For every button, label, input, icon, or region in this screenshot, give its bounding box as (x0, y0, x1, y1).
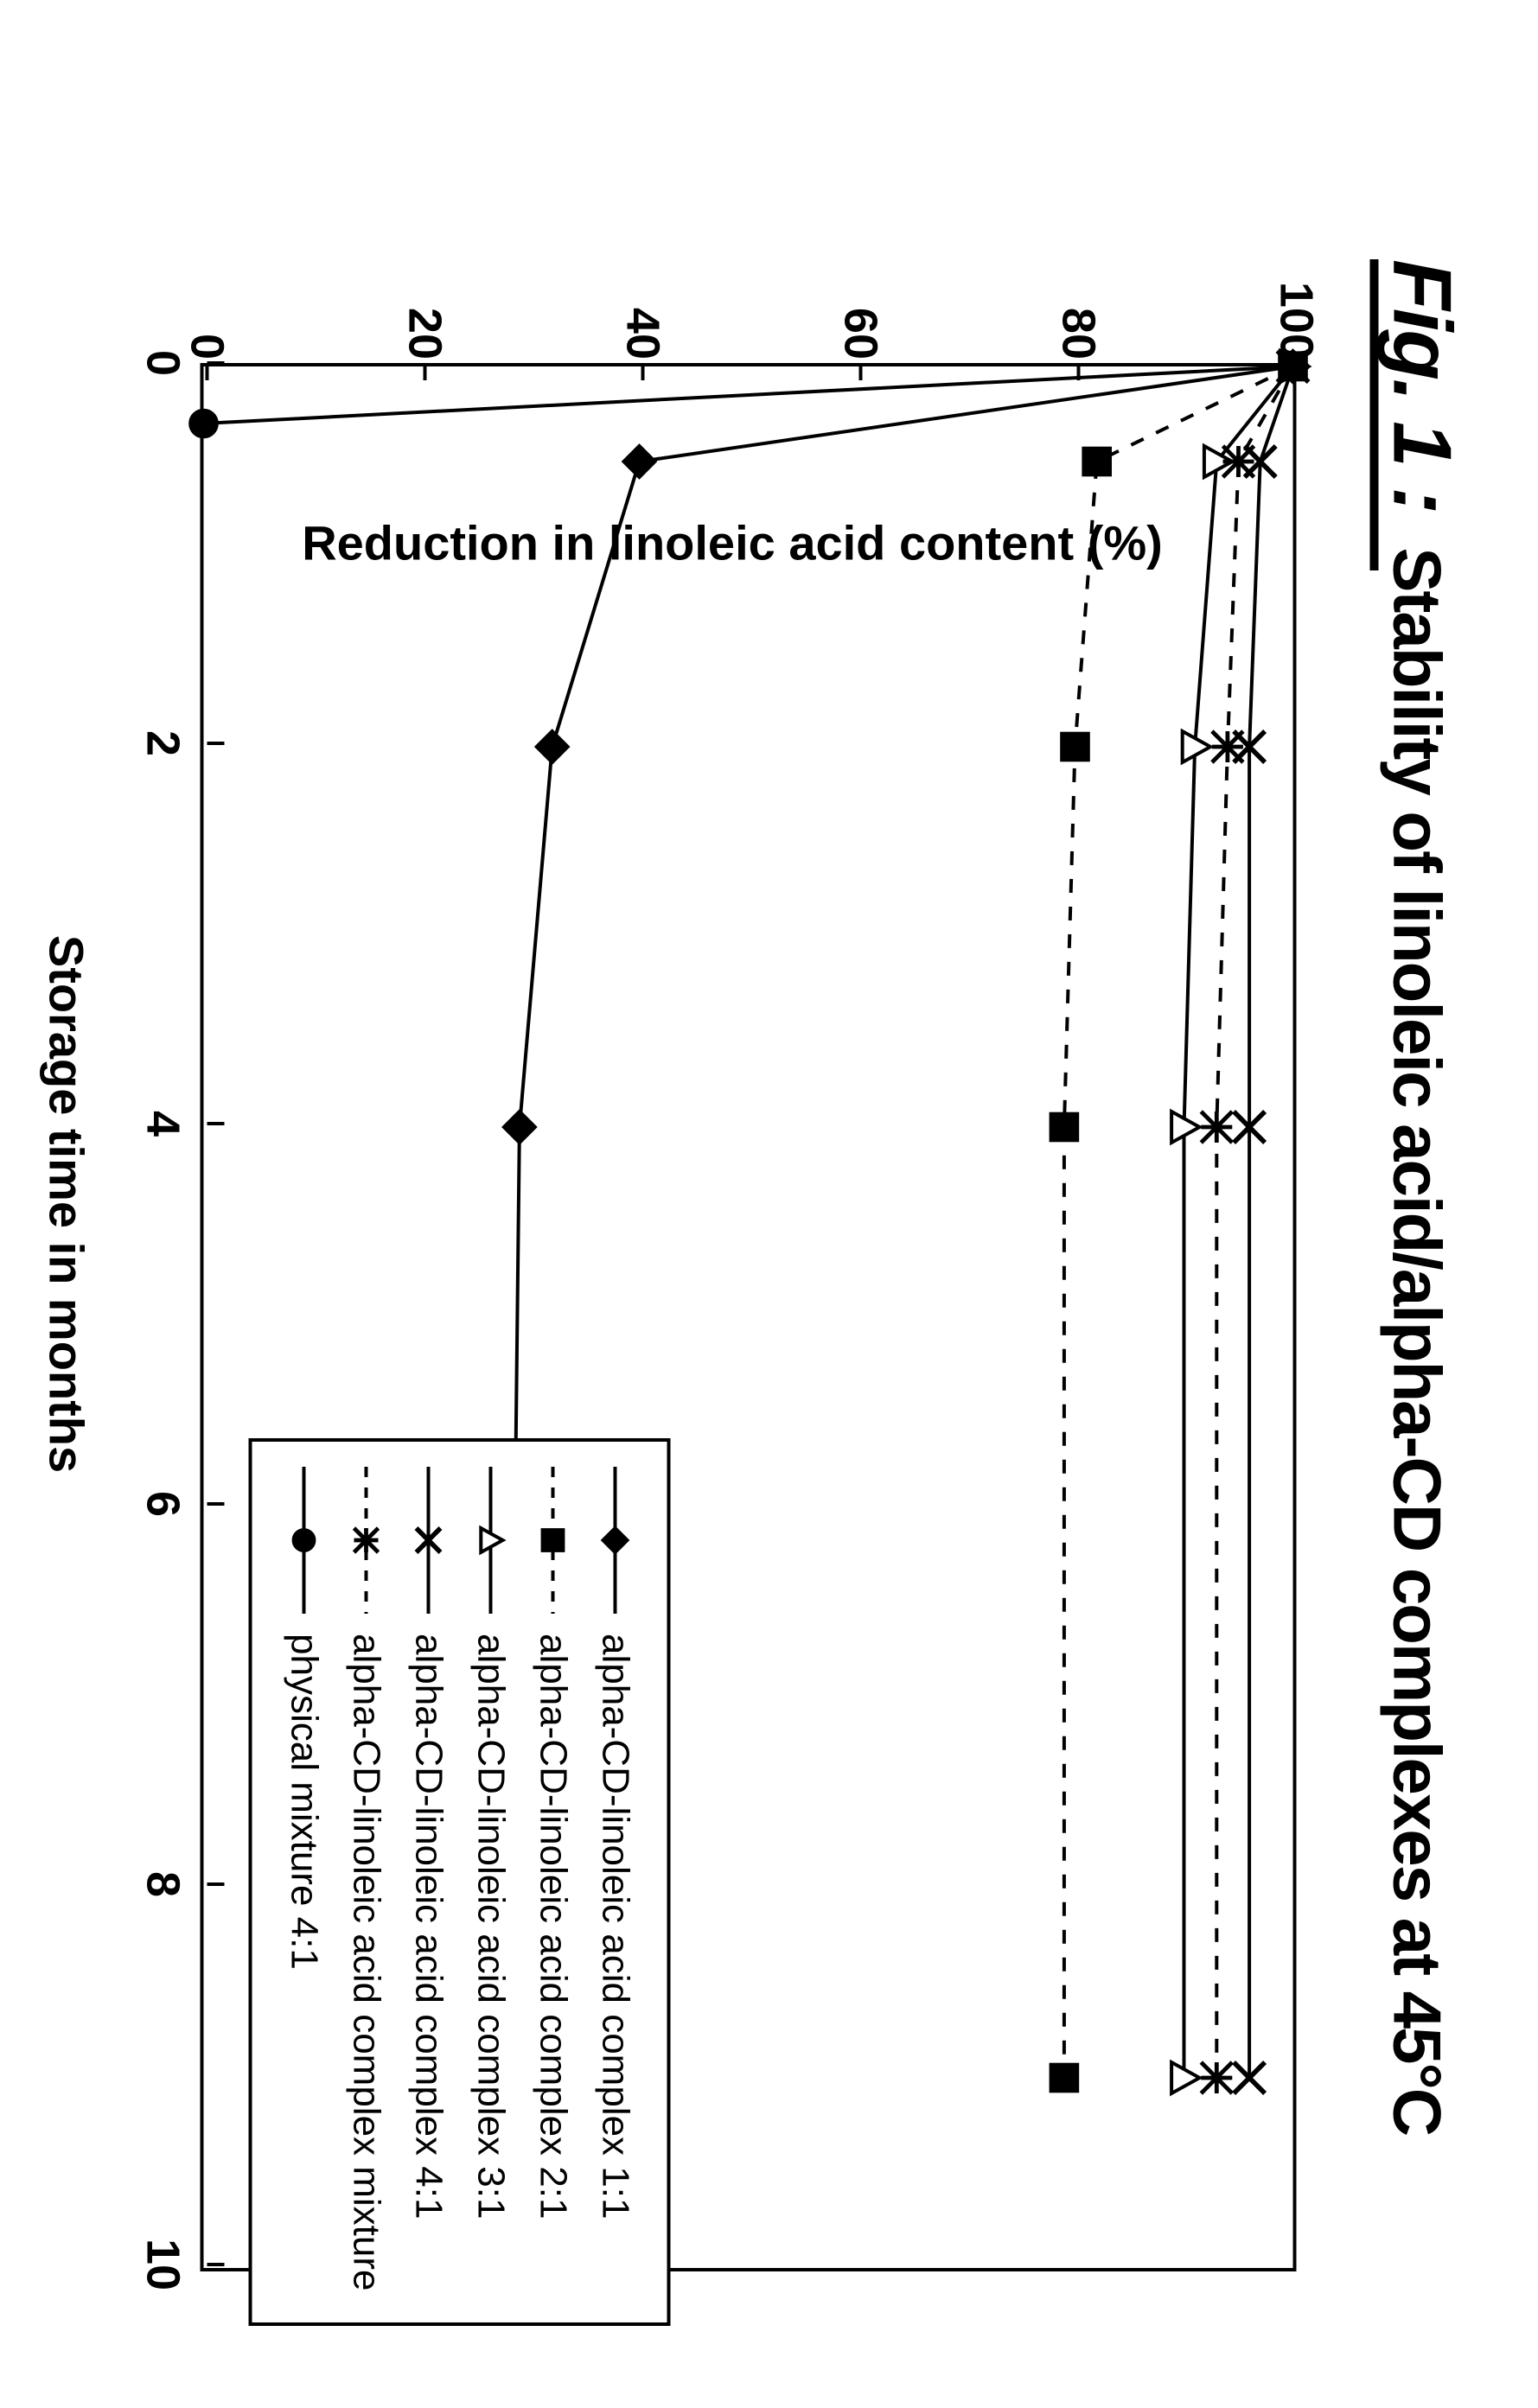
legend-swatch (340, 1462, 392, 1618)
legend-swatch (589, 1462, 641, 1618)
legend-label: alpha-CD-linoleic acid complex 1:1 (593, 1634, 636, 2219)
x-tick-label: 2 (136, 709, 189, 778)
x-axis-label: Storage time in months (38, 0, 94, 2408)
legend-label: alpha-CD-linoleic acid complex 4:1 (406, 1634, 450, 2219)
x-tick-label: 0 (136, 328, 189, 398)
chart-header: Fig. 1 : Stability of linoleic acid/alph… (1374, 259, 1469, 2135)
x-tick-label: 6 (136, 1469, 189, 1538)
x-tick-label: 10 (136, 2230, 189, 2299)
legend-swatch (526, 1462, 578, 1618)
legend-row: alpha-CD-linoleic acid complex 1:1 (584, 1462, 646, 2291)
legend-row: physical mixture 4:1 (272, 1462, 335, 2291)
plot-area: alpha-CD-linoleic acid complex 1:1 alpha… (200, 363, 1296, 2271)
figure-label-underline (1369, 259, 1378, 570)
legend-label: alpha-CD-linoleic acid complex mixture (344, 1634, 387, 2291)
legend-label: alpha-CD-linoleic acid complex 3:1 (469, 1634, 512, 2219)
legend-label: physical mixture 4:1 (282, 1634, 325, 1970)
legend-swatch (402, 1462, 454, 1618)
legend-row: alpha-CD-linoleic acid complex mixture (335, 1462, 397, 2291)
legend: alpha-CD-linoleic acid complex 1:1 alpha… (248, 1438, 670, 2326)
legend-label: alpha-CD-linoleic acid complex 2:1 (531, 1634, 574, 2219)
y-tick-label: 100 (1269, 256, 1323, 360)
chart-title: Stability of linoleic acid/alpha-CD comp… (1377, 547, 1456, 2135)
x-tick-label: 4 (136, 1089, 189, 1158)
y-tick-label: 20 (398, 256, 451, 360)
legend-row: alpha-CD-linoleic acid complex 2:1 (521, 1462, 584, 2291)
legend-swatch (464, 1462, 516, 1618)
legend-row: alpha-CD-linoleic acid complex 3:1 (459, 1462, 521, 2291)
y-tick-label: 80 (1051, 256, 1105, 360)
legend-swatch (278, 1462, 329, 1618)
y-tick-label: 60 (833, 256, 887, 360)
figure-label: Fig. 1 : (1374, 259, 1469, 513)
x-tick-label: 8 (136, 1850, 189, 1919)
y-tick-label: 40 (616, 256, 669, 360)
legend-row: alpha-CD-linoleic acid complex 4:1 (397, 1462, 459, 2291)
